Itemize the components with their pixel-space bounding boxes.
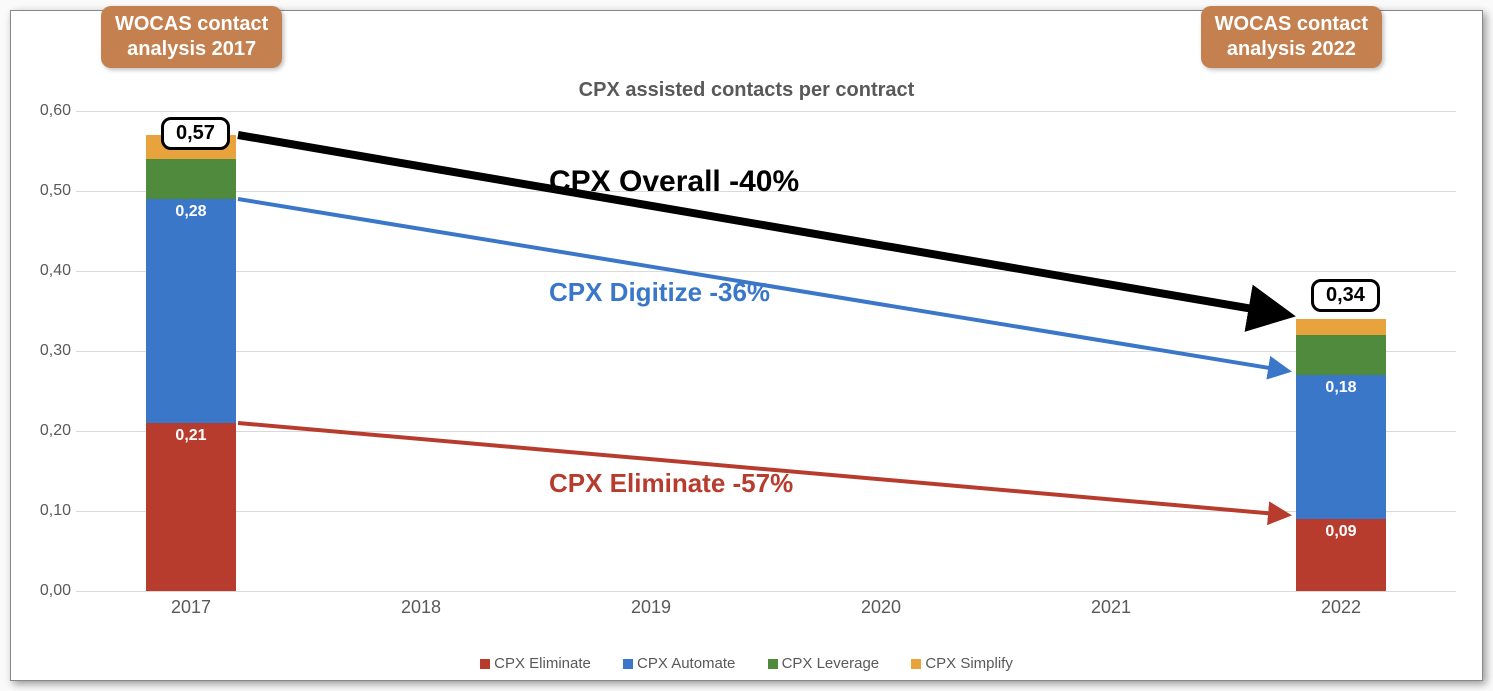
y-tick-label: 0,10 [31,502,71,520]
y-tick-label: 0,40 [31,262,71,280]
gridline [76,271,1456,272]
chart-container: WOCAS contactanalysis 2017 WOCAS contact… [10,10,1483,681]
bar-seg-leverage [146,159,236,199]
arrow-label-overall: CPX Overall -40% [549,165,799,199]
x-tick-label: 2021 [1091,597,1131,618]
legend-swatch-automate [623,659,633,669]
legend-item-leverage: CPX Leverage [768,655,880,672]
bar-value-label: 0,09 [1296,523,1386,541]
bar-value-label: 0,18 [1296,379,1386,397]
legend-item-eliminate: CPX Eliminate [480,655,591,672]
y-tick-label: 0,50 [31,182,71,200]
legend-item-simplify: CPX Simplify [911,655,1013,672]
bar-seg-simplify [1296,319,1386,335]
legend-swatch-simplify [911,659,921,669]
y-tick-label: 0,60 [31,102,71,120]
banner-left: WOCAS contactanalysis 2017 [101,6,282,68]
y-tick-label: 0,20 [31,422,71,440]
bar-value-label: 0,28 [146,203,236,221]
legend: CPX Eliminate CPX Automate CPX Leverage … [11,655,1482,672]
gridline [76,431,1456,432]
arrow-label-eliminate: CPX Eliminate -57% [549,468,793,499]
bar-seg-automate [146,199,236,423]
plot-area: 0,57 0,34 CPX Overall -40% CPX Digitize … [76,111,1456,591]
legend-swatch-leverage [768,659,778,669]
x-tick-label: 2018 [401,597,441,618]
banner-left-line1: WOCAS contactanalysis 2017 [115,13,268,60]
gridline [76,591,1456,592]
total-label-2017: 0,57 [161,117,230,150]
arrow-label-digitize: CPX Digitize -36% [549,277,770,308]
bar-value-label: 0,21 [146,427,236,445]
x-tick-label: 2022 [1321,597,1361,618]
y-tick-label: 0,30 [31,342,71,360]
banner-right: WOCAS contactanalysis 2022 [1201,6,1382,68]
total-label-2022: 0,34 [1311,279,1380,312]
gridline [76,111,1456,112]
bar-seg-eliminate [146,423,236,591]
x-tick-label: 2017 [171,597,211,618]
gridline [76,511,1456,512]
x-tick-label: 2020 [861,597,901,618]
legend-item-automate: CPX Automate [623,655,735,672]
chart-title: CPX assisted contacts per contract [11,79,1482,102]
banner-right-text: WOCAS contactanalysis 2022 [1215,13,1368,60]
y-tick-label: 0,00 [31,582,71,600]
gridline [76,351,1456,352]
bar-seg-leverage [1296,335,1386,375]
legend-swatch-eliminate [480,659,490,669]
x-tick-label: 2019 [631,597,671,618]
